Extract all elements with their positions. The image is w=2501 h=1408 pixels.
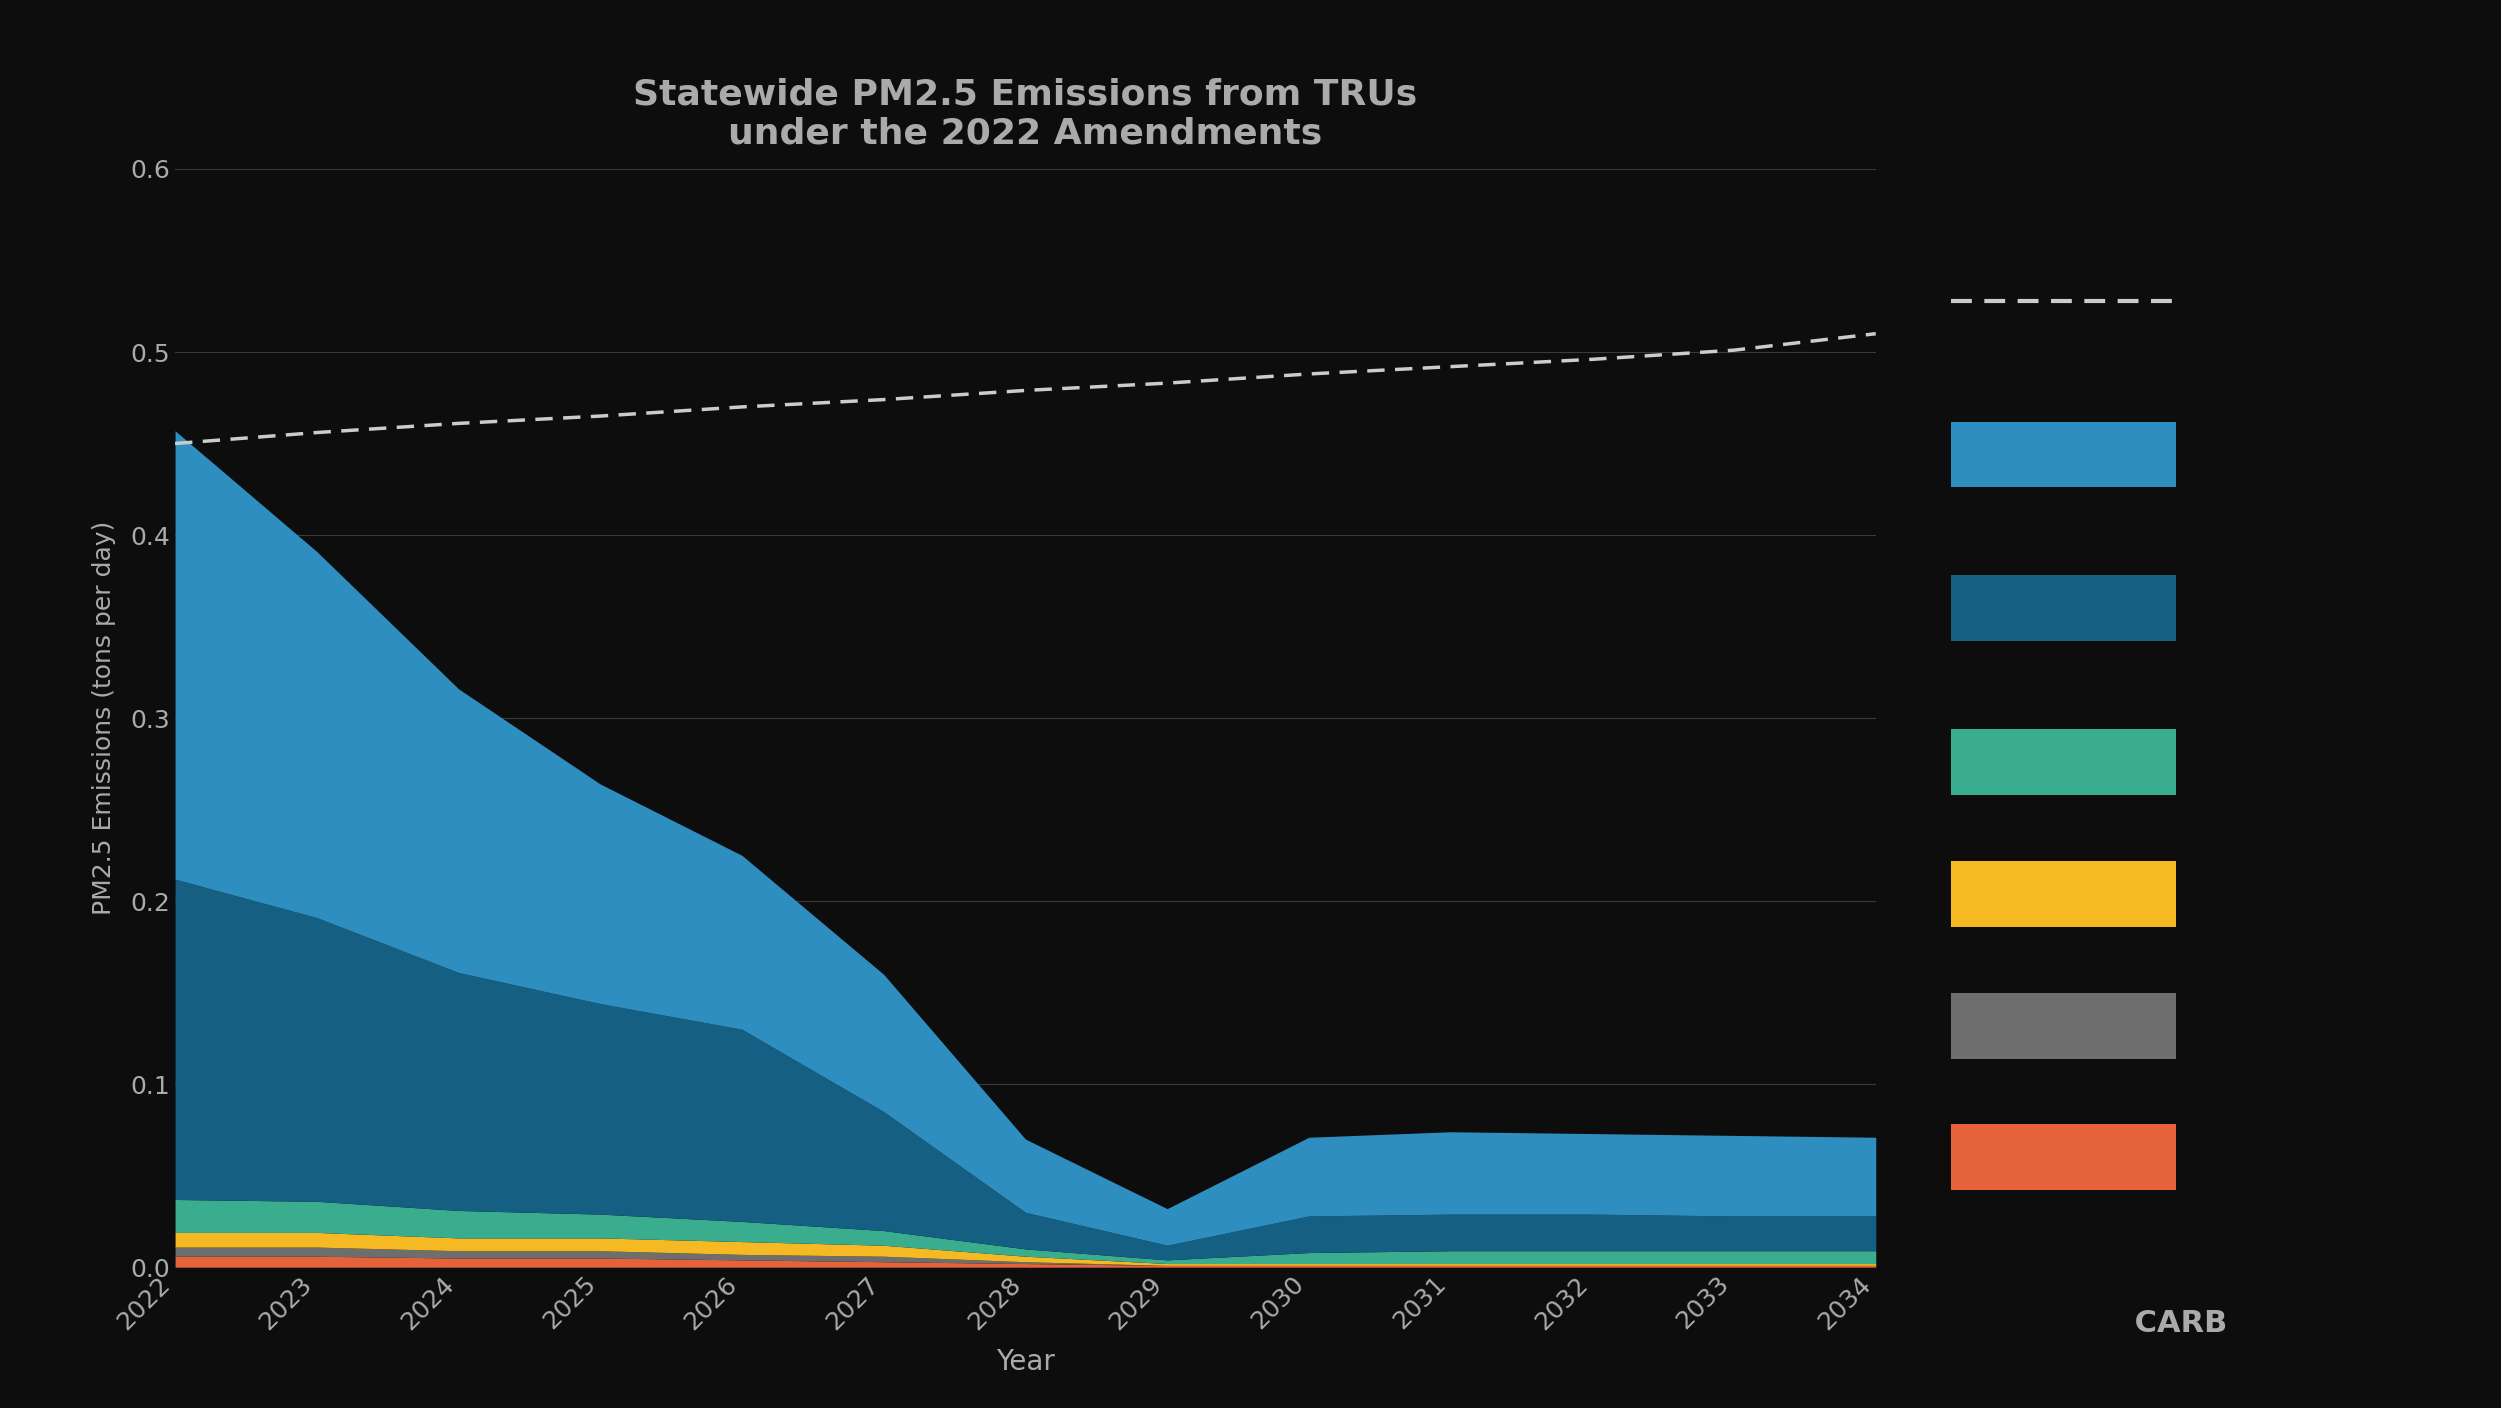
FancyBboxPatch shape xyxy=(1951,860,2176,926)
Y-axis label: PM2.5 Emissions (tons per day): PM2.5 Emissions (tons per day) xyxy=(93,521,118,915)
Title: Statewide PM2.5 Emissions from TRUs
under the 2022 Amendments: Statewide PM2.5 Emissions from TRUs unde… xyxy=(633,77,1418,151)
FancyBboxPatch shape xyxy=(1951,421,2176,487)
FancyBboxPatch shape xyxy=(1951,729,2176,796)
Text: CARB: CARB xyxy=(2123,1308,2228,1338)
FancyBboxPatch shape xyxy=(1951,1125,2176,1190)
X-axis label: Year: Year xyxy=(995,1347,1055,1376)
FancyBboxPatch shape xyxy=(1951,576,2176,641)
FancyBboxPatch shape xyxy=(1951,993,2176,1059)
